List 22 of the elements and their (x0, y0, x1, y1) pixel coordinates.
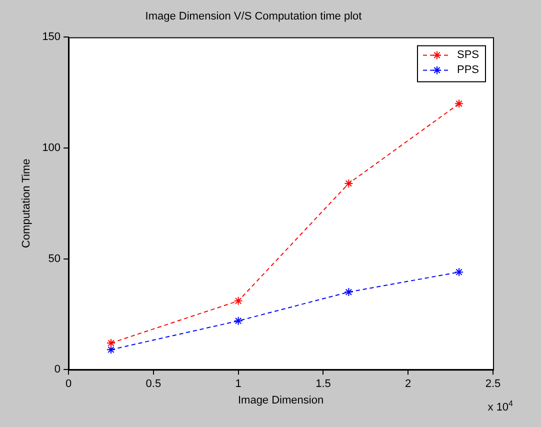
point (454, 99, 464, 108)
point (234, 296, 243, 306)
legend-label: SPS (456, 49, 480, 62)
y-tick-label: 50 (48, 252, 61, 265)
y-tick-label: 150 (42, 31, 61, 44)
x-tick-label: 2 (405, 378, 412, 390)
legend-label: PPS (456, 64, 480, 76)
x-tick-label: 1 (235, 378, 242, 390)
y-tick-label: 0 (54, 364, 61, 376)
y-tick-label: 100 (42, 142, 61, 154)
x-tick-label: 0 (65, 378, 72, 390)
point (106, 338, 116, 348)
y-axis-title: Computation Time (20, 158, 33, 248)
point (344, 178, 354, 188)
x-axis-title: Image Dimension (238, 394, 324, 406)
x-tick-label: 2.5 (485, 378, 501, 390)
x-tick-label: 1.5 (316, 378, 331, 390)
point (344, 288, 354, 297)
point (454, 268, 464, 277)
chart-title: Image Dimension V/S Computation time plot (145, 10, 362, 23)
x-tick-label: 0.5 (146, 378, 162, 390)
point (234, 316, 243, 326)
